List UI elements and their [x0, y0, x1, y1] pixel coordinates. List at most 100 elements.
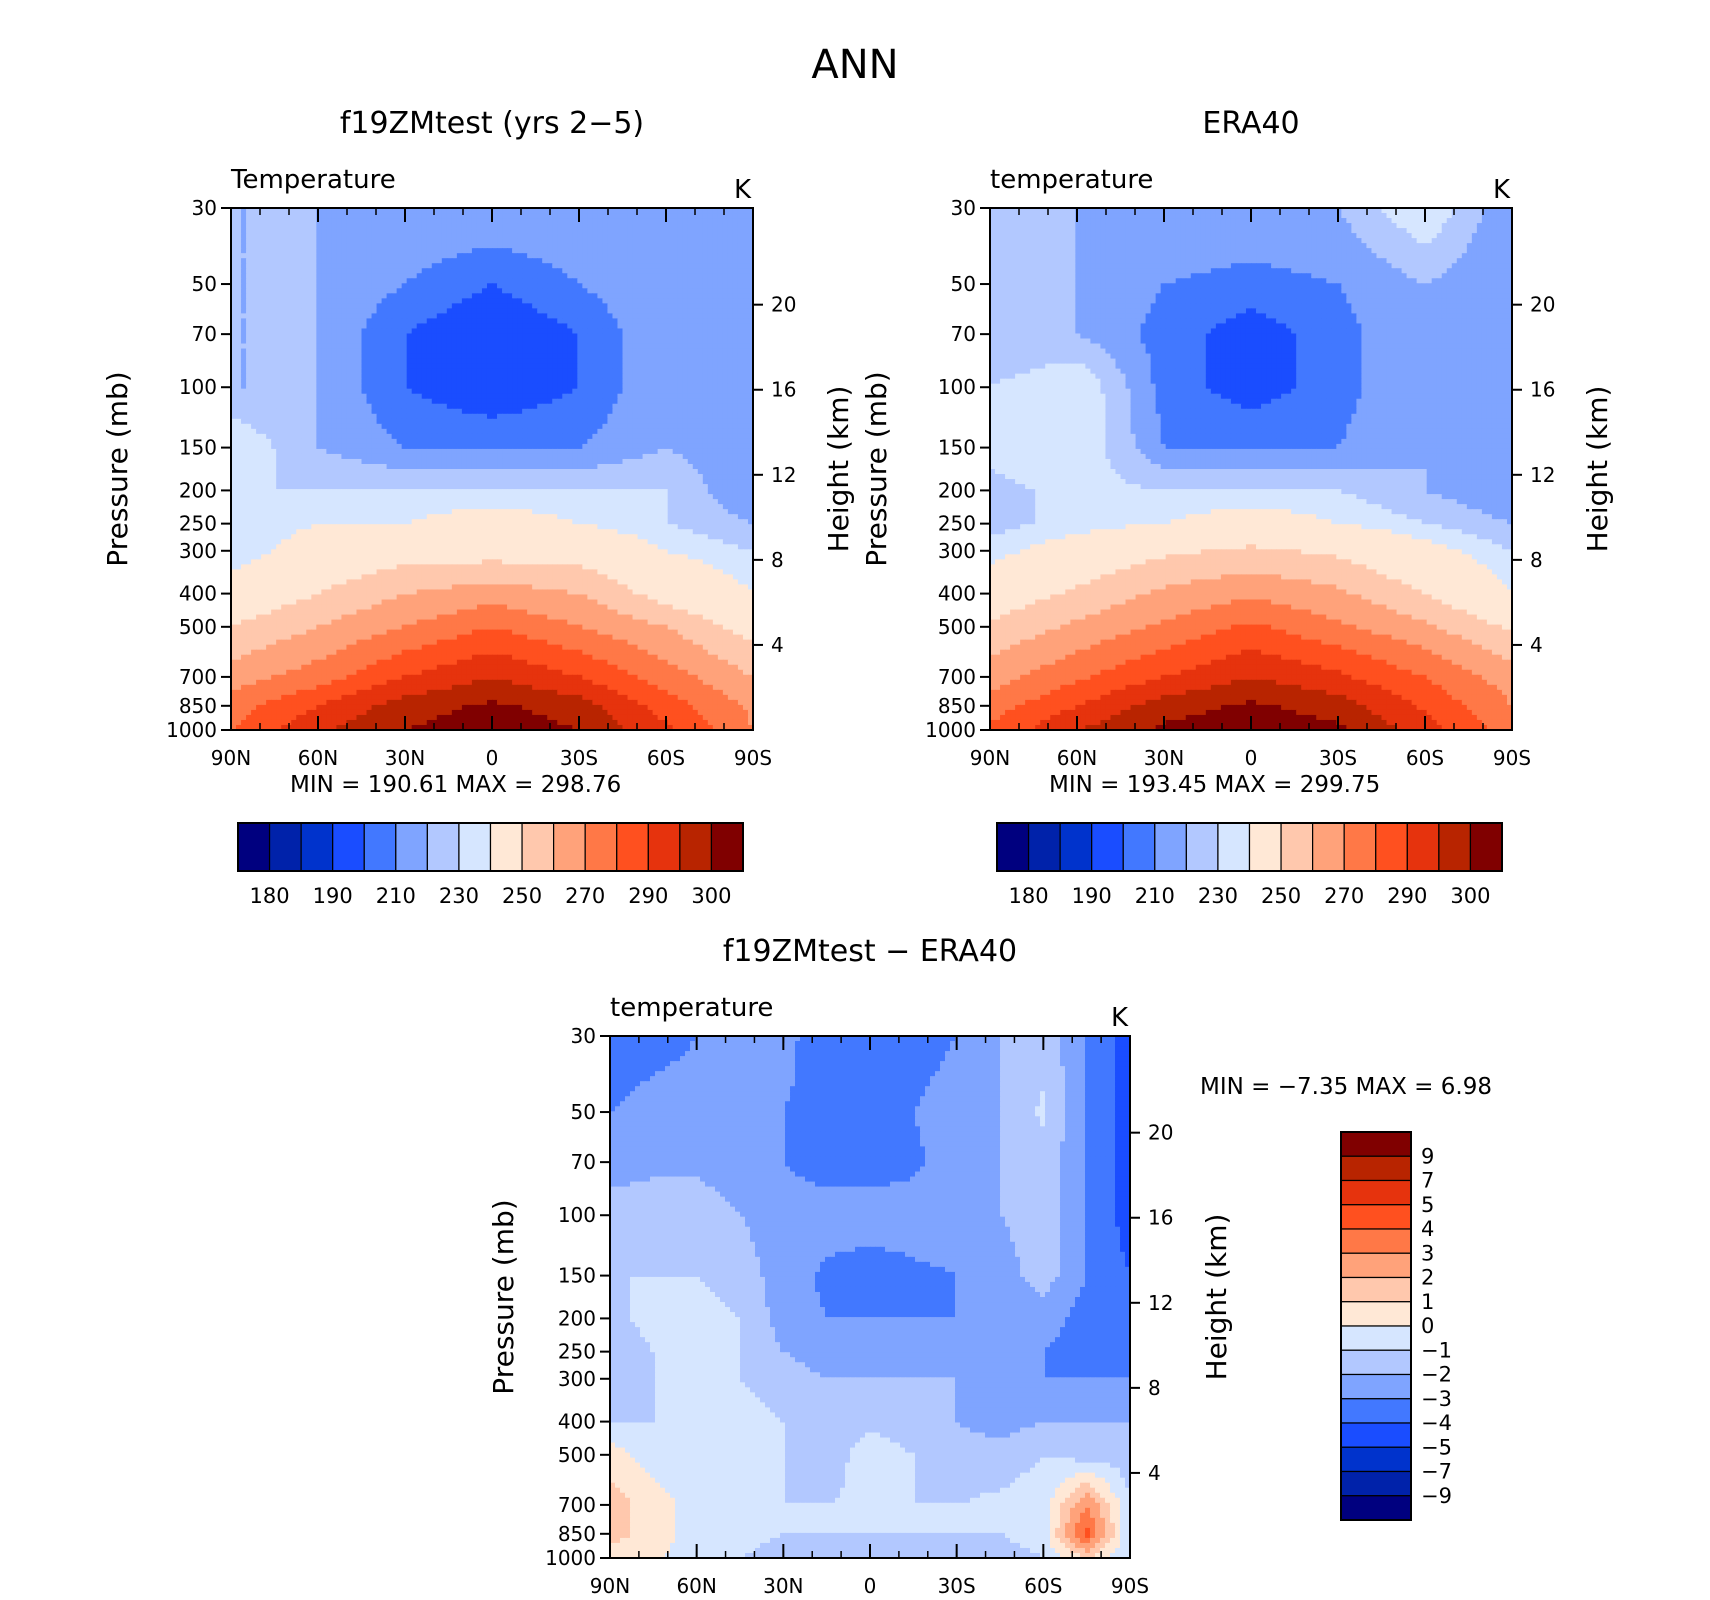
contour-cell — [382, 339, 388, 345]
contour-cell — [286, 344, 292, 350]
contour-cell — [552, 248, 558, 254]
contour-cell — [572, 303, 578, 309]
contour-cell — [432, 323, 438, 329]
contour-cell — [437, 218, 443, 224]
contour-cell — [457, 213, 463, 219]
contour-cell — [316, 349, 322, 355]
contour-cell — [236, 283, 242, 289]
contour-cell — [668, 278, 674, 284]
contour-cell — [492, 273, 498, 279]
contour-cell — [698, 414, 704, 420]
contour-cell — [507, 228, 513, 234]
contour-cell — [612, 318, 618, 324]
contour-cell — [377, 404, 383, 410]
contour-cell — [502, 333, 508, 339]
contour-cell — [567, 303, 573, 309]
contour-cell — [517, 278, 523, 284]
contour-cell — [507, 303, 513, 309]
contour-cell — [602, 263, 608, 269]
contour-cell — [507, 263, 513, 269]
contour-cell — [236, 298, 242, 304]
contour-cell — [638, 384, 644, 390]
contour-cell — [592, 328, 598, 334]
contour-cell — [286, 283, 292, 289]
contour-cell — [377, 379, 383, 385]
contour-cell — [522, 223, 528, 229]
contour-cell — [382, 333, 388, 339]
contour-cell — [397, 263, 403, 269]
contour-cell — [577, 344, 583, 350]
contour-cell — [422, 349, 428, 355]
contour-cell — [402, 359, 408, 365]
contour-cell — [467, 268, 473, 274]
contour-cell — [602, 303, 608, 309]
contour-cell — [532, 243, 538, 249]
contour-cell — [648, 228, 654, 234]
contour-cell — [557, 313, 563, 319]
contour-cell — [617, 273, 623, 279]
contour-cell — [266, 399, 272, 405]
contour-cell — [617, 369, 623, 375]
contour-cell — [311, 374, 317, 380]
contour-cell — [457, 364, 463, 370]
contour-cell — [392, 359, 398, 365]
contour-cell — [557, 419, 563, 425]
contour-cell — [522, 278, 528, 284]
contour-cell — [497, 424, 503, 430]
contour-cell — [311, 349, 317, 355]
contour-cell — [356, 344, 362, 350]
contour-cell — [673, 213, 679, 219]
contour-cell — [427, 258, 433, 264]
contour-cell — [346, 369, 352, 375]
contour-cell — [582, 379, 588, 385]
contour-cell — [653, 313, 659, 319]
contour-cell — [698, 409, 704, 415]
contour-cell — [452, 414, 458, 420]
contour-cell — [351, 288, 357, 294]
contour-cell — [427, 238, 433, 244]
contour-cell — [607, 293, 613, 299]
contour-cell — [351, 233, 357, 239]
contour-cell — [592, 283, 598, 289]
contour-cell — [587, 429, 593, 435]
contour-cell — [276, 344, 282, 350]
contour-cell — [256, 384, 262, 390]
contour-cell — [532, 223, 538, 229]
contour-cell — [512, 339, 518, 345]
contour-cell — [351, 223, 357, 229]
contour-cell — [266, 223, 272, 229]
contour-cell — [331, 444, 337, 450]
contour-cell — [236, 253, 242, 259]
contour-cell — [372, 444, 378, 450]
contour-cell — [477, 283, 483, 289]
contour-cell — [321, 258, 327, 264]
contour-cell — [612, 283, 618, 289]
contour-cell — [331, 213, 337, 219]
contour-cell — [708, 399, 714, 405]
contour-cell — [648, 354, 654, 360]
contour-cell — [281, 424, 287, 430]
contour-cell — [467, 308, 473, 314]
contour-cell — [577, 233, 583, 239]
contour-cell — [577, 248, 583, 254]
contour-cell — [251, 218, 257, 224]
contour-cell — [362, 349, 368, 355]
contour-cell — [723, 374, 729, 380]
contour-cell — [407, 318, 413, 324]
contour-cell — [587, 344, 593, 350]
contour-cell — [246, 399, 252, 405]
contour-cell — [512, 213, 518, 219]
contour-cell — [658, 389, 664, 395]
contour-cell — [743, 223, 749, 229]
contour-cell — [341, 399, 347, 405]
contour-cell — [356, 258, 362, 264]
contour-cell — [623, 434, 629, 440]
contour-cell — [437, 233, 443, 239]
contour-cell — [703, 374, 709, 380]
contour-cell — [663, 419, 669, 425]
contour-cell — [592, 384, 598, 390]
contour-cell — [341, 359, 347, 365]
contour-cell — [266, 243, 272, 249]
contour-cell — [602, 248, 608, 254]
contour-cell — [367, 429, 373, 435]
